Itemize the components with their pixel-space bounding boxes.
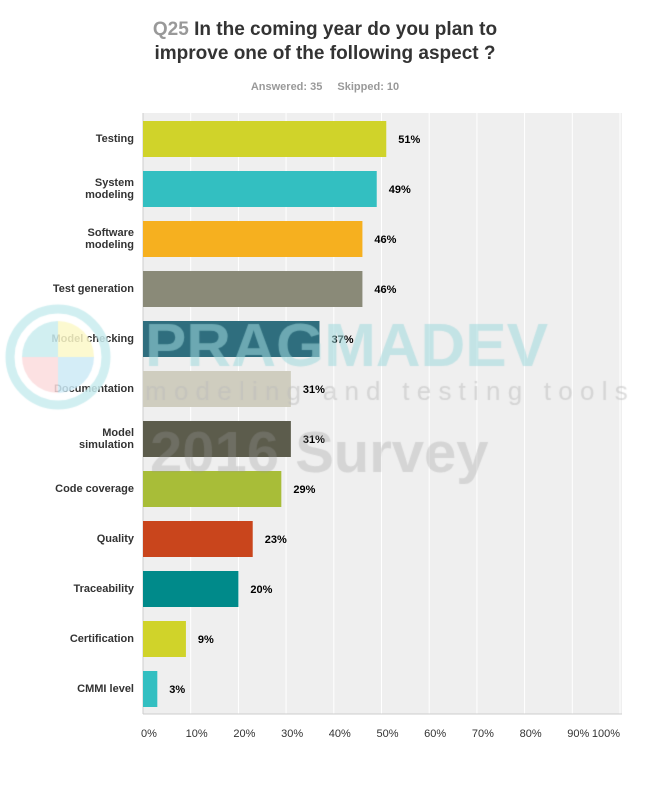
category-label: Documentation	[54, 383, 134, 395]
category-label: modeling	[85, 239, 134, 251]
bar	[143, 571, 239, 607]
data-label: 46%	[374, 234, 396, 246]
category-label: Quality	[97, 533, 135, 545]
category-label: Model checking	[51, 333, 134, 345]
x-tick-label: 100%	[592, 728, 620, 740]
bar	[143, 171, 377, 207]
bar	[143, 521, 253, 557]
category-label: modeling	[85, 189, 134, 201]
x-tick-label: 70%	[472, 728, 494, 740]
bar	[143, 121, 387, 157]
x-tick-label: 0%	[141, 728, 157, 740]
bar	[143, 271, 363, 307]
x-tick-label: 50%	[376, 728, 398, 740]
x-tick-label: 90%	[567, 728, 589, 740]
bar	[143, 321, 320, 357]
data-label: 37%	[331, 334, 353, 346]
data-label: 49%	[389, 184, 411, 196]
data-label: 31%	[303, 434, 325, 446]
x-tick-label: 20%	[233, 728, 255, 740]
x-tick-label: 10%	[186, 728, 208, 740]
x-tick-label: 30%	[281, 728, 303, 740]
x-tick-label: 80%	[520, 728, 542, 740]
data-label: 31%	[303, 384, 325, 396]
category-label: Testing	[96, 133, 134, 145]
category-label: CMMI level	[77, 683, 134, 695]
category-label: Model	[102, 427, 134, 439]
bar	[143, 471, 282, 507]
bar	[143, 621, 186, 657]
bar	[143, 421, 291, 457]
x-tick-label: 60%	[424, 728, 446, 740]
data-label: 46%	[374, 284, 396, 296]
category-label: simulation	[79, 439, 134, 451]
data-label: 23%	[265, 534, 287, 546]
bar	[143, 221, 363, 257]
category-label: Code coverage	[55, 483, 134, 495]
bar	[143, 371, 291, 407]
data-label: 9%	[198, 634, 214, 646]
bar	[143, 671, 158, 707]
category-label: Test generation	[53, 283, 134, 295]
x-tick-label: 40%	[329, 728, 351, 740]
category-label: Software	[88, 227, 134, 239]
data-label: 3%	[169, 684, 185, 696]
data-label: 20%	[250, 584, 272, 596]
data-label: 51%	[398, 134, 420, 146]
category-label: Traceability	[73, 583, 134, 595]
category-label: Certification	[70, 633, 134, 645]
category-label: System	[95, 177, 134, 189]
data-label: 29%	[293, 484, 315, 496]
